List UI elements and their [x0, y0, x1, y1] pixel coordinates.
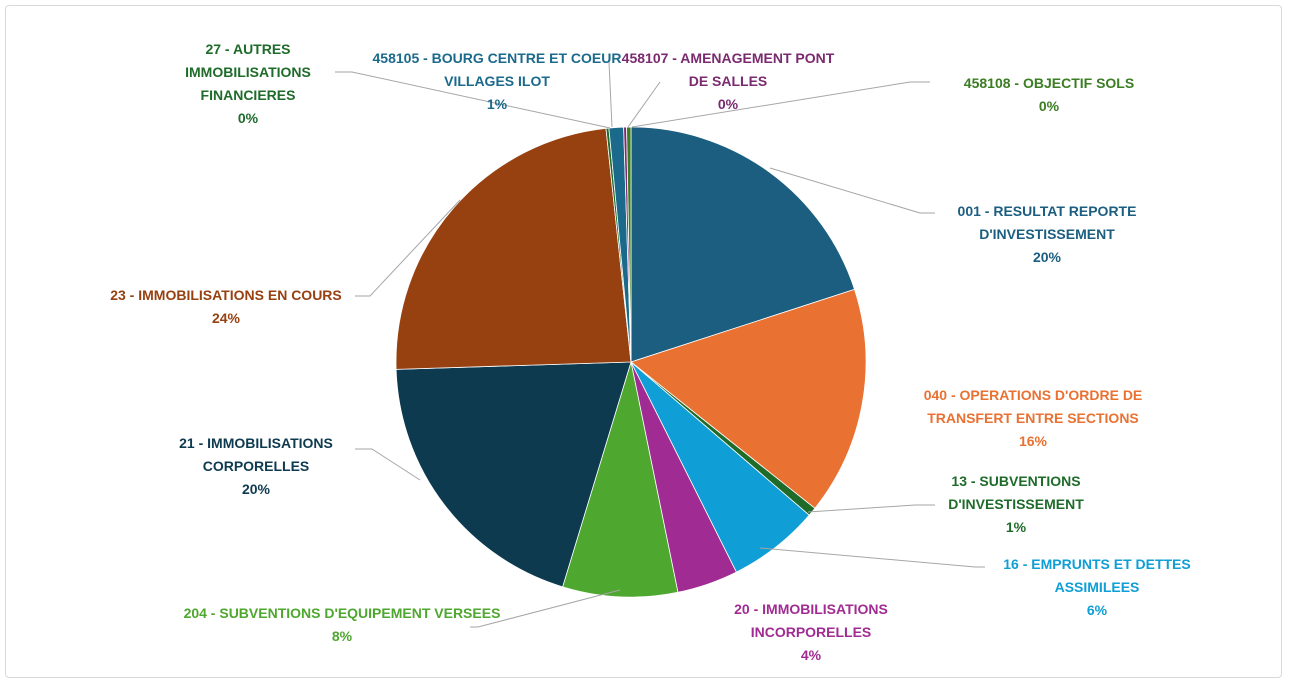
leader-line [631, 81, 930, 128]
leader-line [807, 504, 935, 513]
pie-slice [630, 126, 856, 363]
pie-slice [562, 361, 679, 598]
percent-label: 0% [717, 96, 739, 112]
percent-label: 0% [237, 110, 259, 126]
category-label: 458105 - BOURG CENTRE ET COEUR VILLAGES … [372, 50, 622, 89]
percent-label: 24% [211, 310, 241, 326]
leader-line [627, 81, 661, 128]
percent-label: 20% [241, 481, 271, 497]
category-label: 27 - AUTRES IMMOBILISATIONS FINANCIERES [185, 41, 311, 103]
data-label: 13 - SUBVENTIONS D'INVESTISSEMENT 1% [921, 470, 1111, 539]
pie-slice [395, 127, 632, 370]
category-label: 20 - IMMOBILISATIONS INCORPORELLES [734, 601, 888, 640]
data-label: 040 - OPERATIONS D'ORDRE DE TRANSFERT EN… [888, 384, 1178, 453]
percent-label: 16% [1018, 433, 1048, 449]
leader-line [759, 547, 985, 568]
pie-slice [395, 361, 632, 588]
data-label: 20 - IMMOBILISATIONS INCORPORELLES 4% [701, 598, 921, 667]
category-label: 040 - OPERATIONS D'ORDRE DE TRANSFERT EN… [923, 387, 1143, 426]
percent-label: 1% [486, 96, 508, 112]
percent-label: 8% [331, 628, 353, 644]
data-label: 001 - RESULTAT REPORTE D'INVESTISSEMENT 2… [932, 200, 1162, 269]
category-label: 204 - SUBVENTIONS D'EQUIPEMENT VERSEES [183, 605, 501, 621]
data-label: 204 - SUBVENTIONS D'EQUIPEMENT VERSEES 8% [182, 602, 502, 648]
leader-line [470, 589, 621, 628]
category-label: 458107 - AMENAGEMENT PONT DE SALLES [621, 50, 835, 89]
category-label: 23 - IMMOBILISATIONS EN COURS [110, 287, 342, 303]
percent-label: 1% [1005, 519, 1027, 535]
leader-line [608, 61, 613, 128]
category-label: 458108 - OBJECTIF SOLS [963, 75, 1135, 91]
data-label: 458105 - BOURG CENTRE ET COEUR VILLAGES … [372, 47, 622, 116]
data-label: 458107 - AMENAGEMENT PONT DE SALLES 0% [618, 47, 838, 116]
pie-slice [626, 126, 632, 363]
leader-line [355, 448, 421, 481]
category-label: 001 - RESULTAT REPORTE D'INVESTISSEMENT [957, 203, 1137, 242]
pie-slice [630, 288, 867, 509]
data-label: 23 - IMMOBILISATIONS EN COURS 24% [96, 284, 356, 330]
category-label: 16 - EMPRUNTS ET DETTES ASSIMILEES [1003, 556, 1191, 595]
data-label: 458108 - OBJECTIF SOLS 0% [934, 72, 1164, 118]
leader-line [355, 199, 461, 297]
category-label: 13 - SUBVENTIONS D'INVESTISSEMENT [948, 473, 1084, 512]
leader-line [335, 71, 611, 129]
data-label: 27 - AUTRES IMMOBILISATIONS FINANCIERES 0… [173, 38, 323, 130]
percent-label: 4% [800, 647, 822, 663]
percent-label: 0% [1038, 98, 1060, 114]
data-label: 16 - EMPRUNTS ET DETTES ASSIMILEES 6% [982, 553, 1212, 622]
percent-label: 20% [1032, 249, 1062, 265]
data-label: 21 - IMMOBILISATIONS CORPORELLES 20% [156, 432, 356, 501]
percent-label: 6% [1086, 602, 1108, 618]
category-label: 21 - IMMOBILISATIONS CORPORELLES [179, 435, 333, 474]
leader-line [769, 167, 935, 214]
